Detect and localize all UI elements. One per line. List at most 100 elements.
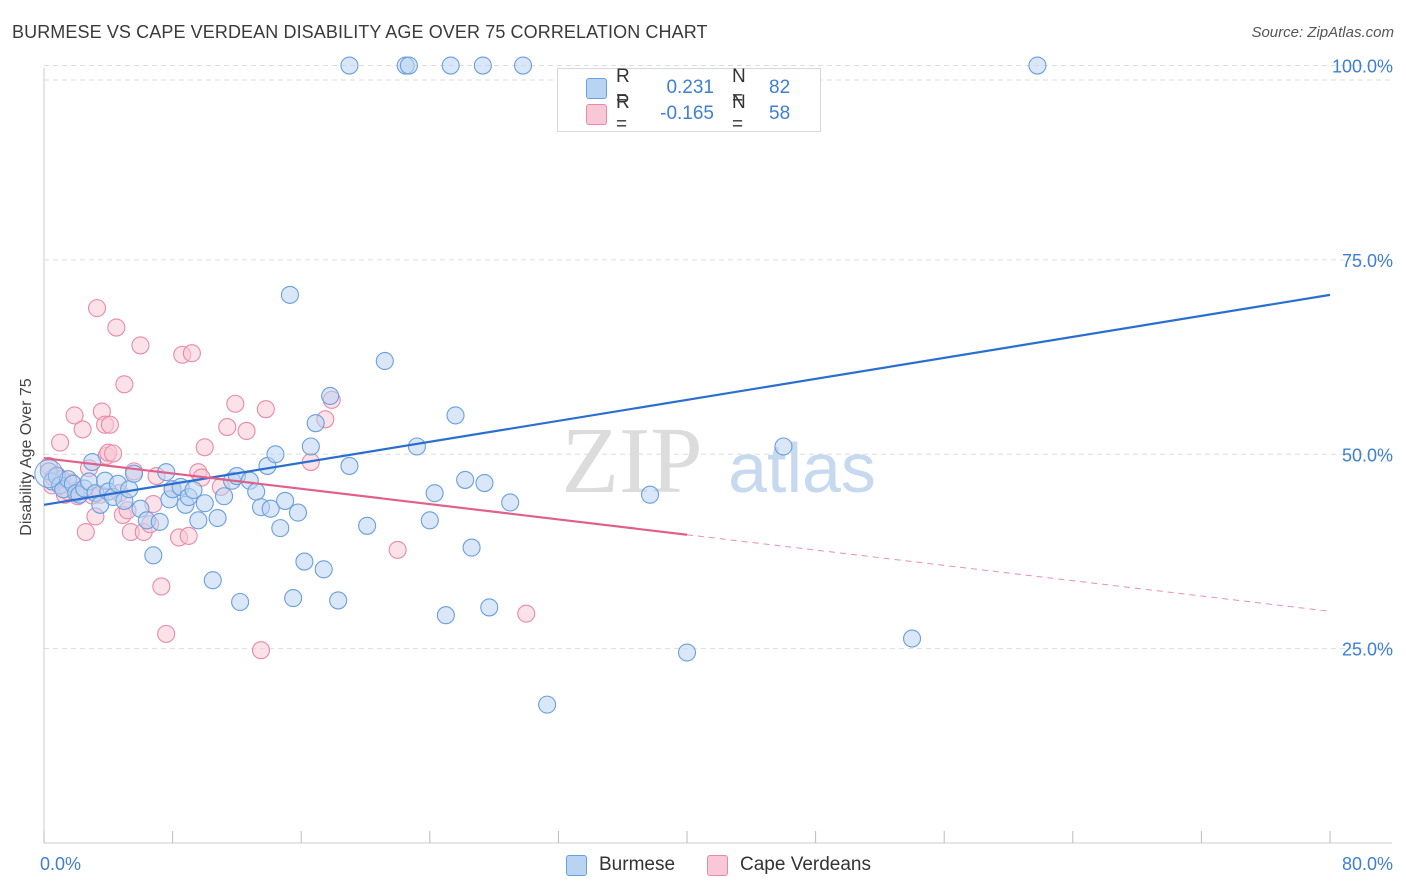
burmese-point — [774, 437, 793, 456]
burmese-point — [214, 487, 234, 506]
cape-verdean-point — [388, 540, 407, 559]
n-label: N = — [732, 66, 746, 109]
burmese-point — [462, 538, 481, 557]
watermark: ZIP atlas — [562, 409, 876, 513]
cape-verdean-point — [76, 522, 95, 542]
tick-labels: 25.0% 50.0% 75.0% 100.0% 0.0% 80.0% — [40, 57, 1393, 874]
trend-lines — [43, 293, 1331, 612]
cape-verdean-point — [195, 438, 214, 457]
burmese-point — [189, 511, 208, 530]
burmese-point — [446, 406, 465, 425]
legend-label: Burmese — [599, 854, 676, 875]
chart-title: BURMESE VS CAPE VERDEAN DISABILITY AGE O… — [12, 22, 708, 42]
burmese-point — [295, 552, 314, 571]
burmese-point — [83, 452, 102, 472]
x-tick-label: 80.0% — [1342, 854, 1393, 874]
cape-verdean-point — [182, 344, 201, 363]
cape-verdean-trend-line — [43, 457, 688, 536]
cape-verdean-point — [179, 526, 198, 545]
n-value: 58 — [769, 103, 791, 124]
cape-verdean-point — [218, 418, 237, 437]
burmese-point — [231, 592, 250, 612]
burmese-point — [271, 519, 290, 538]
axes — [43, 68, 1392, 844]
burmese-point — [329, 591, 348, 610]
burmese-point — [501, 493, 520, 512]
cape-verdean-point — [256, 400, 275, 419]
burmese-point — [475, 473, 494, 493]
burmese-point — [441, 56, 460, 75]
burmese-point — [150, 512, 169, 531]
y-tick-label: 100.0% — [1332, 57, 1393, 77]
r-value: 0.231 — [666, 77, 714, 98]
cape-verdean-point — [51, 433, 70, 452]
y-tick-label: 50.0% — [1342, 445, 1393, 465]
source-label: Source: ZipAtlas.com — [1251, 24, 1394, 41]
x-tick-label: 0.0% — [40, 854, 81, 874]
burmese-point — [301, 437, 320, 456]
burmese-point — [375, 351, 394, 371]
y-tick-label: 75.0% — [1342, 251, 1393, 271]
watermark-atlas: atlas — [728, 429, 876, 507]
cape-verdean-point — [226, 394, 245, 413]
correlation-legend: R = 0.231 N = 82 R = -0.165 N = 58 — [557, 66, 821, 135]
n-value: 82 — [769, 77, 791, 98]
cape-verdean-point — [157, 624, 176, 643]
burmese-point — [677, 643, 697, 662]
cape-verdean-point — [104, 444, 123, 463]
legend-item-burmese[interactable]: Burmese — [566, 852, 675, 878]
burmese-point — [247, 482, 266, 501]
burmese-point — [280, 285, 299, 304]
burmese-point — [399, 56, 418, 75]
burmese-point — [203, 571, 222, 590]
burmese-point — [420, 511, 439, 530]
y-tick-label: 25.0% — [1342, 640, 1393, 660]
burmese-points — [34, 56, 1047, 714]
burmese-point — [306, 414, 325, 433]
burmese-point — [902, 629, 922, 648]
burmese-point — [144, 546, 163, 565]
cape-verdean-point — [107, 318, 126, 337]
burmese-point — [208, 508, 227, 528]
cape-verdean-point — [237, 421, 256, 441]
burmese-point — [321, 386, 340, 406]
burmese-point — [538, 695, 557, 714]
r-label: R = — [616, 92, 630, 135]
burmese-point — [276, 491, 295, 510]
cape-verdean-point — [251, 641, 271, 660]
cape-verdean-point — [100, 415, 119, 434]
cape-verdean-point — [65, 406, 84, 425]
burmese-point — [184, 480, 203, 500]
cape-verdean-point — [87, 299, 107, 318]
burmese-point — [340, 56, 359, 75]
gridlines — [44, 65, 1392, 650]
burmese-point — [340, 456, 359, 475]
r-label: R = — [616, 66, 630, 109]
burmese-point — [358, 516, 377, 535]
burmese-point — [436, 606, 455, 625]
burmese-trend-line — [43, 293, 1331, 506]
cape-verdean-trend-extension — [686, 534, 1331, 612]
n-label: N = — [732, 92, 746, 135]
burmese-point — [1028, 56, 1047, 75]
burmese-point — [640, 485, 660, 504]
cape-verdean-point — [73, 420, 92, 439]
burmese-cluster-point — [34, 459, 64, 489]
watermark-zip: ZIP — [562, 409, 703, 513]
burmese-point — [513, 56, 533, 75]
burmese-swatch — [566, 854, 587, 876]
cape-verdean-point — [517, 604, 536, 623]
burmese-point — [407, 437, 426, 456]
cape-verdean-point — [131, 336, 150, 355]
burmese-point — [480, 598, 499, 617]
burmese-point — [266, 445, 285, 464]
cape-verdean-swatch — [707, 854, 728, 876]
burmese-point — [195, 494, 214, 513]
legend-label: Cape Verdeans — [740, 854, 871, 875]
series-legend: Burmese Cape Verdeans — [0, 852, 1406, 878]
cape-verdean-point — [152, 577, 171, 596]
burmese-point — [456, 470, 475, 489]
legend-item-cape-verdeans[interactable]: Cape Verdeans — [707, 852, 871, 878]
burmese-point — [425, 484, 444, 503]
